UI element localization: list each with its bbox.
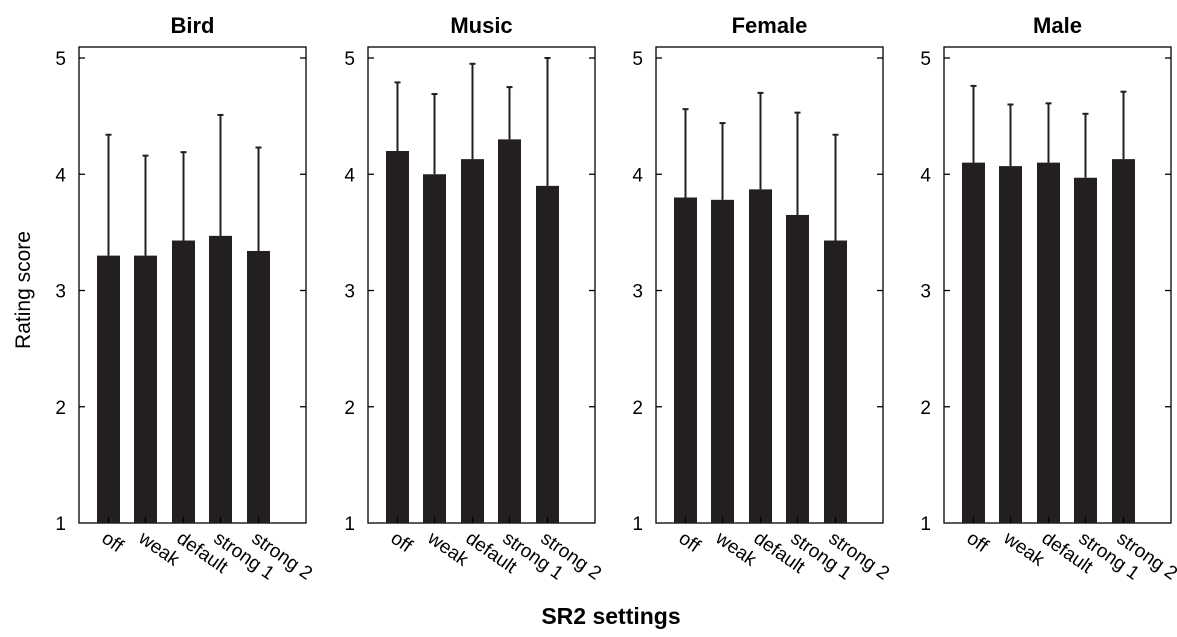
y-tick-label: 2 — [632, 398, 643, 419]
x-axis-label: SR2 settings — [541, 603, 680, 629]
x-tick-label: weak — [134, 527, 184, 571]
y-tick-label: 3 — [55, 282, 66, 303]
bar — [97, 255, 120, 523]
bar — [962, 162, 985, 523]
bar — [134, 255, 157, 523]
bar — [498, 139, 521, 523]
x-tick-label: weak — [423, 527, 473, 571]
x-tick-label: off — [963, 528, 993, 558]
bar — [423, 174, 446, 523]
y-tick-label: 4 — [55, 165, 66, 186]
bar — [386, 151, 409, 523]
panel-title: Female — [732, 13, 808, 38]
y-tick-label: 5 — [344, 49, 355, 70]
y-tick-label: 3 — [920, 282, 931, 303]
bar — [999, 166, 1022, 524]
bar — [786, 214, 809, 523]
y-tick-label: 1 — [632, 514, 643, 535]
bar — [536, 185, 559, 523]
x-tick-label: off — [387, 528, 417, 558]
y-tick-label: 2 — [344, 398, 355, 419]
y-tick-label: 2 — [55, 398, 66, 419]
y-tick-label: 4 — [632, 165, 643, 186]
bar — [1037, 162, 1060, 523]
y-tick-label: 5 — [55, 49, 66, 70]
bar — [749, 189, 772, 524]
bar — [172, 240, 195, 523]
y-tick-label: 3 — [344, 282, 355, 303]
y-tick-label: 4 — [920, 165, 931, 186]
bar — [674, 197, 697, 523]
y-axis-label: Rating score — [12, 231, 35, 349]
x-tick-label: weak — [999, 527, 1049, 571]
y-tick-label: 2 — [920, 398, 931, 419]
bar — [1074, 177, 1097, 524]
x-tick-label: off — [675, 528, 705, 558]
y-tick-label: 3 — [632, 282, 643, 303]
y-tick-label: 1 — [344, 514, 355, 535]
x-tick-label: off — [98, 528, 128, 558]
bar — [711, 199, 734, 523]
panel-title: Male — [1033, 13, 1082, 38]
y-tick-label: 1 — [55, 514, 66, 535]
bar — [247, 250, 270, 523]
x-tick-label: weak — [711, 527, 761, 571]
bar — [461, 159, 484, 523]
bar — [209, 235, 232, 524]
y-tick-label: 5 — [632, 49, 643, 70]
panel-title: Bird — [171, 13, 215, 38]
bar — [1112, 159, 1135, 523]
bar — [824, 240, 847, 523]
panel-title: Music — [450, 13, 512, 38]
y-tick-label: 4 — [344, 165, 355, 186]
y-tick-label: 1 — [920, 514, 931, 535]
y-tick-label: 5 — [920, 49, 931, 70]
